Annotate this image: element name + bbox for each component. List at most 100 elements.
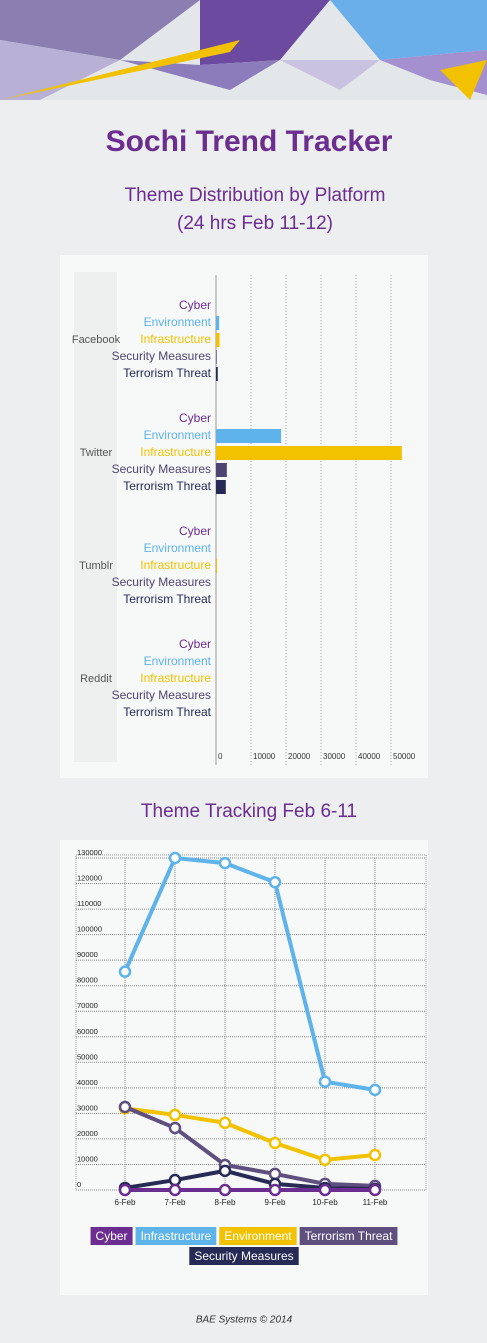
point [318, 1183, 332, 1197]
point [268, 876, 282, 889]
legend-label: Cyber [96, 1229, 128, 1243]
point [318, 1153, 332, 1167]
point [268, 1183, 282, 1197]
series-label: Terrorism Threat [123, 366, 211, 380]
y-tick-label: 80000 [77, 976, 98, 985]
x-tick-label: 0 [218, 752, 223, 761]
bar [216, 480, 226, 494]
point [168, 1121, 182, 1135]
chart-title: Theme Tracking Feb 6-11 [141, 801, 357, 822]
series-label: Infrastructure [140, 558, 211, 572]
y-tick-label: 110000 [77, 899, 101, 908]
legend-label: Security Measures [194, 1249, 293, 1263]
bar [216, 367, 218, 381]
bar [216, 559, 218, 573]
series-label: Infrastructure [140, 332, 211, 346]
legend-swatch [299, 1227, 398, 1245]
y-tick-label: 30000 [77, 1103, 98, 1112]
group-column [74, 272, 117, 762]
y-tick-label: 100000 [77, 925, 102, 934]
series-label: Cyber [179, 411, 211, 425]
x-tick-label: 11-Feb [363, 1198, 388, 1207]
y-tick-label: 10000 [77, 1154, 98, 1163]
point [368, 1148, 382, 1162]
x-tick-label: 6-Feb [115, 1198, 136, 1207]
footer: BAE Systems © 2014 [196, 1315, 293, 1326]
x-tick-label: 8-Feb [215, 1198, 236, 1207]
series-label: Terrorism Threat [123, 479, 211, 493]
y-tick-label: 20000 [77, 1129, 98, 1138]
panel [60, 255, 428, 778]
legend-label: Environment [224, 1229, 292, 1243]
x-tick-label: 30000 [323, 752, 346, 761]
group-label: Tumblr [79, 560, 113, 572]
x-tick-label: 50000 [393, 752, 416, 761]
y-tick-label: 120000 [77, 874, 102, 883]
point [168, 1173, 182, 1187]
legend-label: Infrastructure [141, 1229, 212, 1243]
bar [216, 350, 217, 364]
header-art [0, 0, 487, 100]
legend-label: Terrorism Threat [305, 1229, 393, 1243]
series-label: Security Measures [112, 575, 211, 589]
page-title: Sochi Trend Tracker [106, 125, 393, 158]
chart-subtitle: (24 hrs Feb 11-12) [177, 213, 333, 234]
series-label: Environment [144, 428, 212, 442]
bar [216, 429, 282, 443]
bar [216, 333, 220, 347]
point [368, 1083, 382, 1097]
legend-swatch [90, 1227, 133, 1245]
point [268, 1167, 282, 1181]
x-tick-label: 10-Feb [312, 1198, 338, 1207]
x-tick-label: 20000 [288, 752, 311, 761]
point [118, 1183, 132, 1197]
chart-title: Theme Distribution by Platform [125, 185, 386, 206]
point [218, 1116, 232, 1130]
point [268, 1136, 282, 1150]
y-tick-label: 0 [77, 1180, 81, 1189]
series-label: Infrastructure [140, 445, 211, 459]
bar [216, 316, 220, 330]
panel [60, 840, 428, 1295]
y-tick-label: 50000 [77, 1052, 98, 1061]
x-tick-label: 10000 [253, 752, 276, 761]
series-label: Terrorism Threat [123, 592, 211, 606]
point [218, 1164, 232, 1178]
point [168, 1108, 182, 1122]
y-tick-label: 60000 [77, 1027, 98, 1036]
point [168, 1183, 182, 1197]
point [218, 856, 232, 870]
series-label: Environment [144, 654, 212, 668]
series-label: Cyber [179, 298, 211, 312]
point [168, 851, 182, 865]
point [318, 1075, 332, 1088]
y-tick-label: 40000 [77, 1078, 98, 1087]
legend-swatch [219, 1227, 297, 1245]
series-label: Environment [144, 315, 212, 329]
group-label: Twitter [80, 447, 113, 459]
point [118, 1100, 132, 1114]
bar [216, 463, 227, 477]
line [124, 1105, 376, 1188]
line [123, 855, 376, 1092]
series-label: Infrastructure [140, 671, 211, 685]
x-tick-label: 7-Feb [165, 1198, 186, 1207]
y-tick-label: 130000 [77, 848, 102, 857]
series-label: Cyber [179, 524, 211, 538]
x-tick-label: 9-Feb [265, 1198, 286, 1207]
point [218, 1183, 232, 1197]
x-tick-label: 40000 [358, 752, 381, 761]
series-label: Environment [144, 541, 212, 555]
group-label: Reddit [80, 673, 112, 685]
series-label: Security Measures [112, 462, 211, 476]
series-label: Security Measures [112, 349, 211, 363]
line [124, 1106, 376, 1162]
legend-swatch [135, 1227, 217, 1245]
y-tick-label: 90000 [77, 950, 98, 959]
series-label: Terrorism Threat [123, 705, 211, 719]
series-label: Security Measures [112, 688, 211, 702]
point [118, 965, 132, 978]
series-label: Cyber [179, 637, 211, 651]
